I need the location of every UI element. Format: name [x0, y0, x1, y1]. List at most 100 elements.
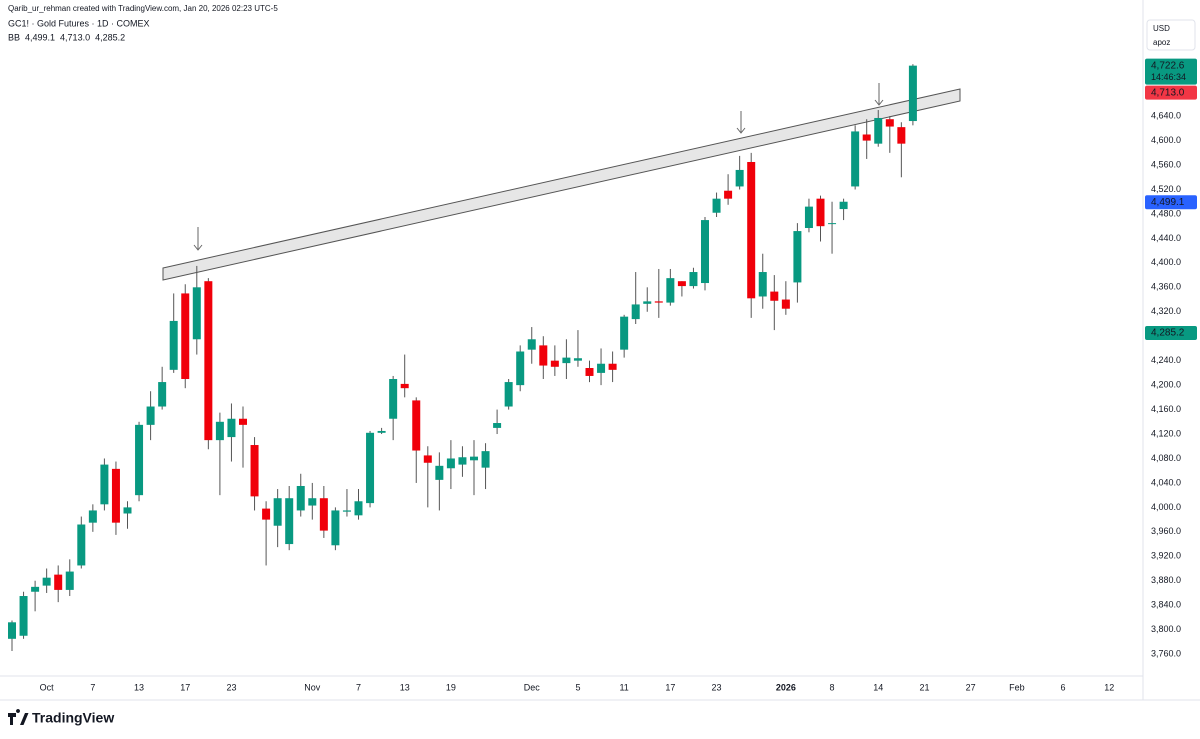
x-tick-label: 2026: [776, 682, 796, 692]
y-tick-label: 4,200.0: [1151, 379, 1181, 389]
candles: [8, 64, 917, 652]
price-badge-label: 4,499.1: [1151, 197, 1185, 208]
candle-body: [677, 281, 686, 287]
price-badge: [1145, 58, 1197, 85]
candle-body: [527, 339, 536, 350]
candle-body: [631, 304, 640, 320]
price-badge-label: 4,285.2: [1151, 328, 1185, 339]
currency-box[interactable]: [1146, 19, 1196, 51]
x-tick-label: 12: [1104, 682, 1114, 692]
candle-body: [839, 201, 848, 210]
candle-body: [250, 445, 259, 497]
candle-body: [620, 316, 629, 350]
candle-body: [8, 622, 16, 639]
x-tick-label: 21: [919, 682, 929, 692]
candle-body: [470, 456, 478, 461]
y-tick-label: 4,480.0: [1151, 208, 1181, 218]
candle-body: [608, 363, 617, 370]
candle-body: [654, 301, 663, 303]
candle-body: [781, 299, 790, 309]
y-tick-label: 4,400.0: [1151, 257, 1181, 267]
candle-body: [192, 287, 201, 340]
candle-body: [273, 498, 282, 526]
candle-body: [851, 131, 860, 187]
arrow: [874, 83, 884, 106]
candle-body: [135, 424, 144, 496]
y-tick-label: 4,080.0: [1151, 453, 1181, 463]
x-tick-label: 7: [356, 682, 361, 692]
candle-body: [550, 360, 559, 367]
x-tick-label: Dec: [524, 682, 541, 692]
trend-channel: [162, 88, 961, 281]
candle-body: [585, 368, 594, 376]
candle-body: [331, 510, 340, 546]
candle-body: [400, 383, 409, 389]
candle-body: [42, 577, 51, 586]
y-tick-label: 4,560.0: [1151, 159, 1181, 169]
candle-body: [724, 190, 733, 199]
y-tick-label: 3,880.0: [1151, 575, 1181, 585]
y-tick-label: 4,600.0: [1151, 135, 1181, 145]
logo: TradingView: [8, 709, 114, 726]
candle-body: [539, 345, 548, 366]
currency: USD: [1153, 24, 1170, 33]
candle-body: [31, 586, 40, 592]
candle-body: [493, 423, 502, 428]
candle-body: [65, 571, 74, 590]
candle-body: [366, 432, 375, 504]
candle-body: [458, 457, 467, 465]
candle-body: [308, 498, 317, 506]
y-tick-label: 4,520.0: [1151, 184, 1181, 194]
candle-body: [446, 458, 455, 469]
x-tick-label: 17: [180, 682, 190, 692]
x-tick-label: 27: [966, 682, 976, 692]
candle-body: [701, 220, 709, 284]
x-tick-label: 13: [400, 682, 410, 692]
candle-body: [204, 281, 213, 441]
candle-body: [689, 272, 698, 287]
candle-body: [412, 400, 421, 451]
candle-body: [169, 320, 178, 370]
x-tick-label: 13: [134, 682, 144, 692]
candle-body: [735, 169, 744, 187]
arrow: [193, 227, 203, 251]
candle-body: [597, 363, 606, 373]
candle-body: [862, 134, 871, 141]
candle-body: [111, 468, 120, 523]
y-tick-label: 4,440.0: [1151, 233, 1181, 243]
price-badge: [1145, 326, 1197, 341]
y-tick-label: 3,760.0: [1151, 648, 1181, 658]
candle-body: [88, 510, 97, 523]
y-tick-label: 4,360.0: [1151, 282, 1181, 292]
price-badge: [1145, 85, 1197, 100]
candle-body: [908, 65, 917, 122]
logo-icon: [8, 709, 29, 725]
x-tick-label: 11: [619, 682, 628, 692]
candle-body: [123, 507, 132, 514]
candle-body: [389, 379, 398, 419]
y-tick-label: 3,920.0: [1151, 551, 1181, 561]
brand: TradingView: [32, 710, 114, 726]
x-tick-label: 7: [90, 682, 95, 692]
candle-body: [874, 117, 883, 144]
scale-mode: apoz: [1153, 38, 1170, 47]
bb-value: 4,499.1: [25, 32, 55, 42]
candle-body: [804, 206, 813, 229]
arrow: [736, 111, 746, 134]
candle-body: [354, 501, 363, 516]
y-tick-label: 3,960.0: [1151, 526, 1181, 536]
candle-body: [77, 524, 86, 566]
candle-body: [562, 357, 571, 364]
candle-body: [285, 498, 294, 545]
y-tick-label: 3,840.0: [1151, 600, 1181, 610]
x-tick-label: 19: [446, 682, 456, 692]
candle-body: [504, 382, 513, 407]
candle-body: [885, 119, 894, 127]
candle-body: [146, 406, 155, 425]
x-tick-label: 8: [830, 682, 835, 692]
candle-body: [377, 430, 386, 433]
candle-body: [19, 596, 28, 636]
candle-body: [897, 127, 906, 144]
